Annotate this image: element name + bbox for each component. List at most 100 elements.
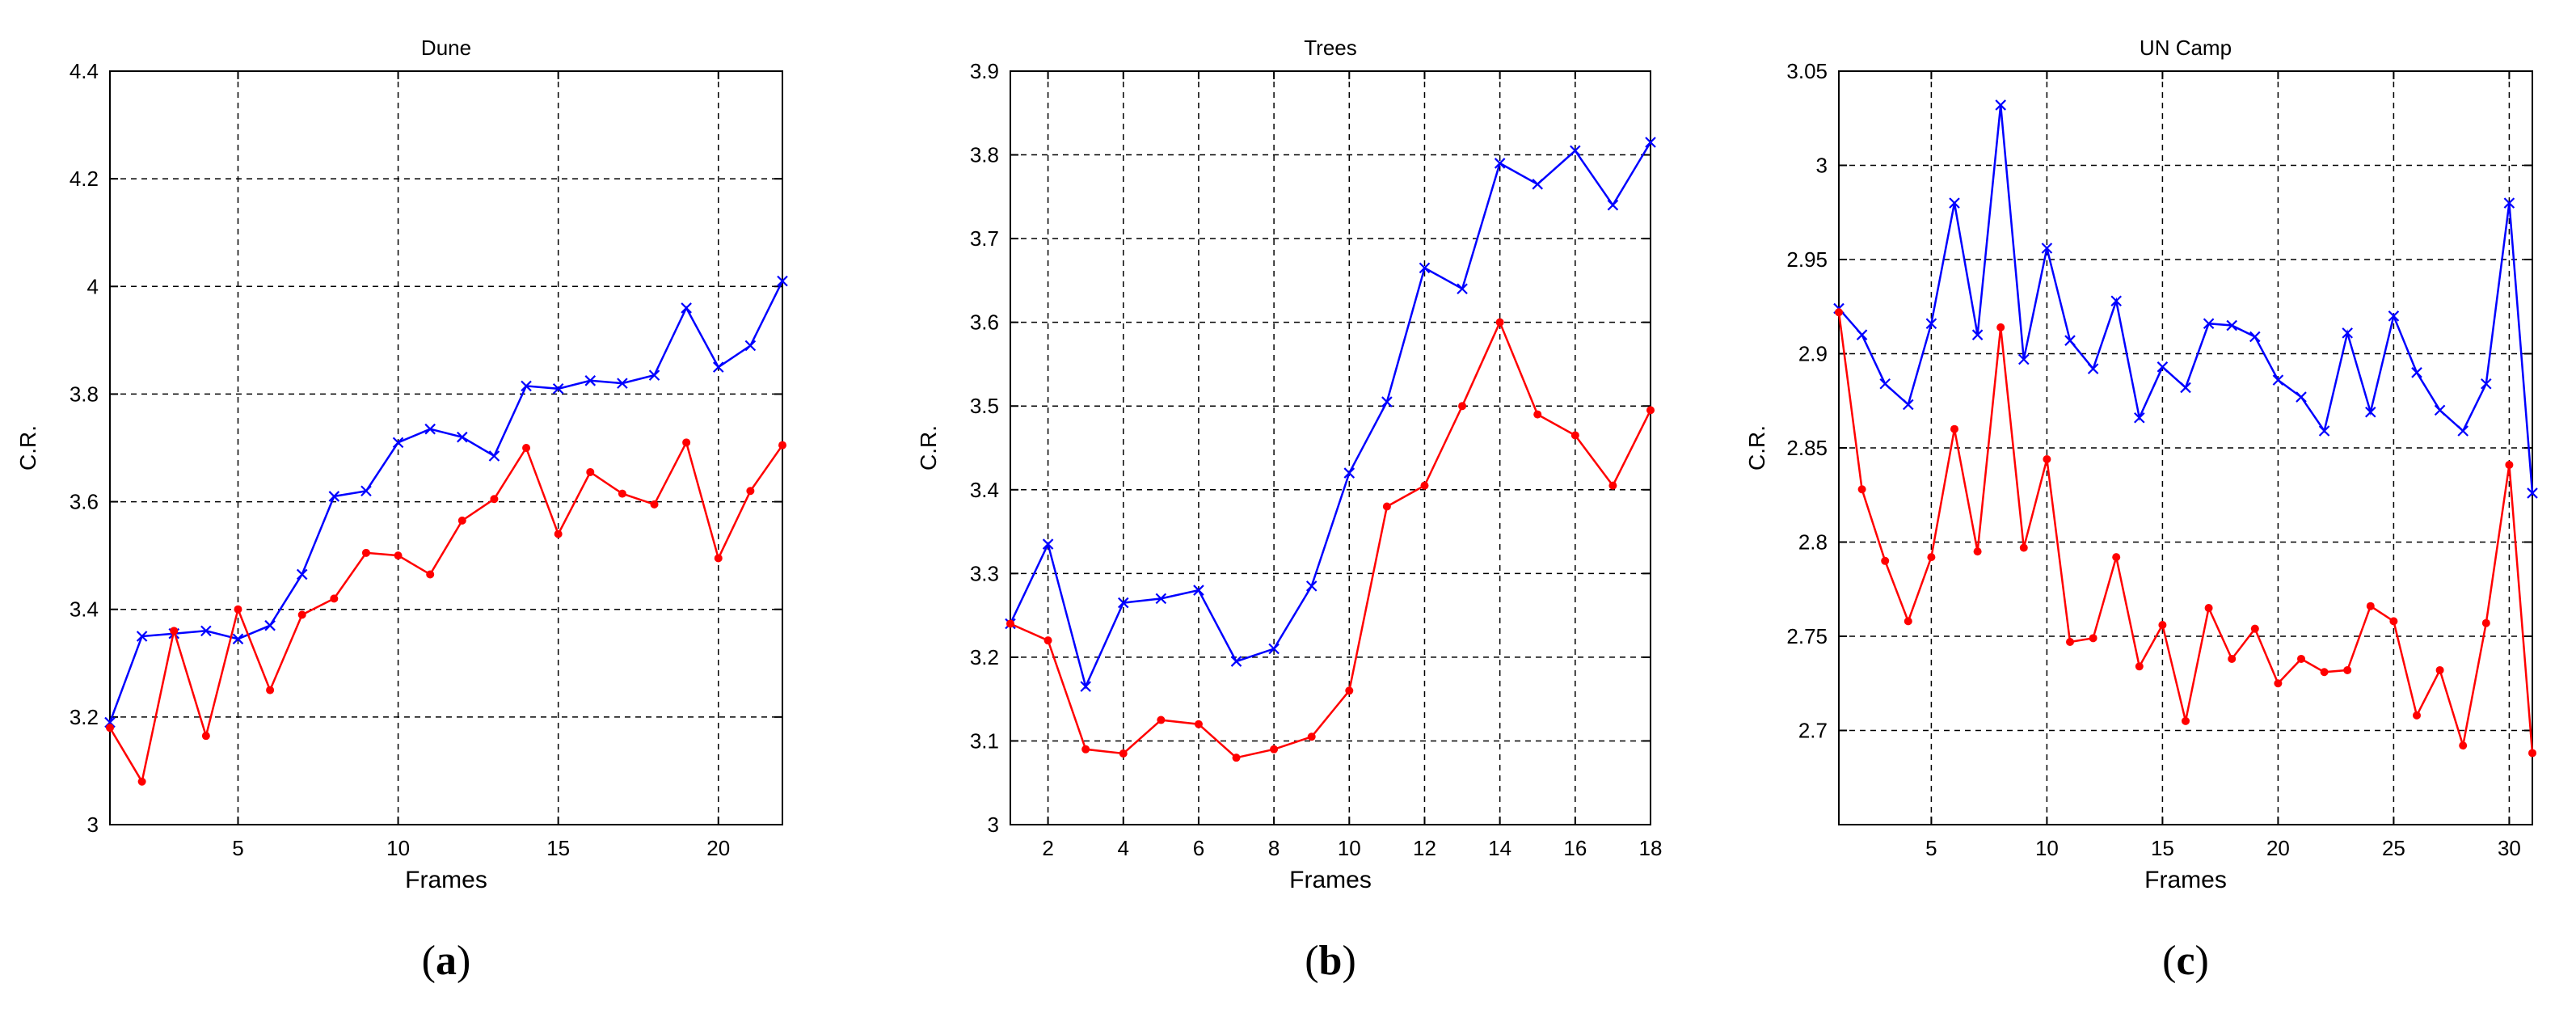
chart-panel-un-camp: UN Camp Frames C.R. (c) 5 10 15 20 25 30 2.7 2.… xyxy=(1744,36,2538,984)
data-point-dot-marker xyxy=(2066,637,2074,646)
data-point-dot-marker xyxy=(1420,481,1429,490)
data-point-x-marker xyxy=(2064,335,2076,346)
y-tick-label: 3.7 xyxy=(970,226,999,251)
panel-letter: b xyxy=(1319,938,1343,984)
data-point-x-marker xyxy=(2296,391,2307,403)
y-tick-label: 4 xyxy=(87,274,99,298)
data-point-dot-marker xyxy=(170,627,179,635)
data-point-x-marker xyxy=(1607,199,1619,211)
data-point-x-marker xyxy=(1995,99,2006,111)
data-point-x-marker xyxy=(488,450,500,462)
y-tick-label: 2.75 xyxy=(1786,624,1828,648)
data-point-x-marker xyxy=(136,631,148,642)
data-point-x-marker xyxy=(2249,331,2261,343)
y-tick-label: 3 xyxy=(988,813,999,837)
chart-title: UN Camp xyxy=(2140,36,2232,60)
data-point-x-marker xyxy=(552,382,564,395)
data-point-x-marker xyxy=(2457,425,2468,437)
x-tick-label: 20 xyxy=(2266,836,2290,860)
data-point-dot-marker xyxy=(457,516,466,525)
y-axis-label: C.R. xyxy=(916,425,941,471)
data-point-x-marker xyxy=(1419,262,1431,274)
data-point-dot-marker xyxy=(1382,502,1391,511)
data-point-dot-marker xyxy=(1119,749,1128,758)
data-point-x-marker xyxy=(2180,382,2191,394)
data-point-x-marker xyxy=(1879,378,1891,390)
data-point-dot-marker xyxy=(1835,308,1843,317)
data-point-dot-marker xyxy=(1307,732,1316,741)
data-point-dot-marker xyxy=(297,610,306,619)
data-point-x-marker xyxy=(1532,179,1544,190)
data-point-dot-marker xyxy=(2089,634,2097,643)
data-point-dot-marker xyxy=(1996,323,2005,331)
axes-frame xyxy=(1010,70,1651,825)
y-tick-label: 2.7 xyxy=(1798,719,1828,743)
x-tick-label: 10 xyxy=(386,836,410,860)
y-tick-label: 2.85 xyxy=(1786,436,1828,460)
data-point-dot-marker xyxy=(1881,556,1890,565)
data-point-dot-marker xyxy=(1646,406,1655,415)
y-tick-label: 3.4 xyxy=(970,478,999,502)
data-point-dot-marker xyxy=(137,777,146,786)
data-point-dot-marker xyxy=(330,594,339,603)
data-point-dot-marker xyxy=(2228,654,2237,663)
data-point-x-marker xyxy=(392,437,404,449)
x-tick-label: 2 xyxy=(1042,836,1053,860)
data-point-x-marker xyxy=(328,491,340,502)
y-tick-label: 3.1 xyxy=(970,728,999,753)
y-tick-label: 2.95 xyxy=(1786,247,1828,272)
data-point-dot-marker xyxy=(2135,662,2144,671)
x-tick-label: 15 xyxy=(2151,836,2174,860)
data-point-x-marker xyxy=(1949,197,1960,209)
data-point-dot-marker xyxy=(2343,665,2352,674)
data-point-x-marker xyxy=(2503,197,2515,209)
data-point-x-marker xyxy=(2226,319,2237,331)
y-tick-label: 3 xyxy=(1816,154,1828,178)
y-tick-label: 3.9 xyxy=(970,59,999,83)
y-tick-label: 3.05 xyxy=(1786,59,1828,83)
data-point-dot-marker xyxy=(2459,741,2468,750)
data-point-x-marker xyxy=(296,568,308,580)
x-tick-label: 10 xyxy=(2035,836,2059,860)
plot-area xyxy=(110,71,782,825)
chart-panel-trees: Trees Frames C.R. (b) 2 4 6 8 10 12 14 16 18 3 3.1… xyxy=(916,36,1662,984)
data-point-x-marker xyxy=(2434,404,2446,416)
y-axis-label: C.R. xyxy=(15,425,40,471)
data-point-dot-marker xyxy=(106,724,114,732)
y-tick-label: 3.5 xyxy=(970,394,999,418)
chart-title: Trees xyxy=(1304,36,1357,60)
y-tick-label: 3.2 xyxy=(70,705,99,729)
chart-panel-dune: Dune Frames C.R. (a) 5 10 15 20 3 3.2 3.4 3.6 3.… xyxy=(15,36,788,984)
data-point-dot-marker xyxy=(682,438,691,447)
data-point-dot-marker xyxy=(2204,604,2213,613)
y-tick-label: 2.9 xyxy=(1798,342,1828,366)
data-point-x-marker xyxy=(1155,593,1167,605)
panel-letter: c xyxy=(2176,938,2194,984)
x-axis-label: Frames xyxy=(405,867,487,893)
data-point-dot-marker xyxy=(1081,745,1090,754)
x-tick-label: 14 xyxy=(1488,836,1511,860)
data-point-dot-marker xyxy=(1570,431,1579,440)
x-axis-label: Frames xyxy=(1289,867,1372,893)
data-point-x-marker xyxy=(1381,396,1393,407)
data-point-dot-marker xyxy=(2481,618,2490,627)
data-point-x-marker xyxy=(2527,488,2538,499)
data-point-dot-marker xyxy=(1927,553,1936,562)
data-point-x-marker xyxy=(1856,329,1868,340)
paren: ( xyxy=(2162,938,2176,984)
data-point-dot-marker xyxy=(1857,485,1866,494)
y-tick-label: 3.8 xyxy=(70,382,99,406)
data-point-x-marker xyxy=(1117,597,1129,609)
data-point-dot-marker xyxy=(1043,636,1052,645)
y-tick-label: 2.8 xyxy=(1798,530,1828,555)
data-point-dot-marker xyxy=(746,487,755,496)
chart-title: Dune xyxy=(421,36,471,60)
x-tick-label: 8 xyxy=(1268,836,1280,860)
x-tick-label: 16 xyxy=(1563,836,1587,860)
data-point-dot-marker xyxy=(2158,621,2167,630)
data-point-x-marker xyxy=(648,369,660,381)
data-point-x-marker xyxy=(1925,318,1937,329)
data-point-x-marker xyxy=(2365,406,2376,418)
data-point-x-marker xyxy=(681,302,692,314)
